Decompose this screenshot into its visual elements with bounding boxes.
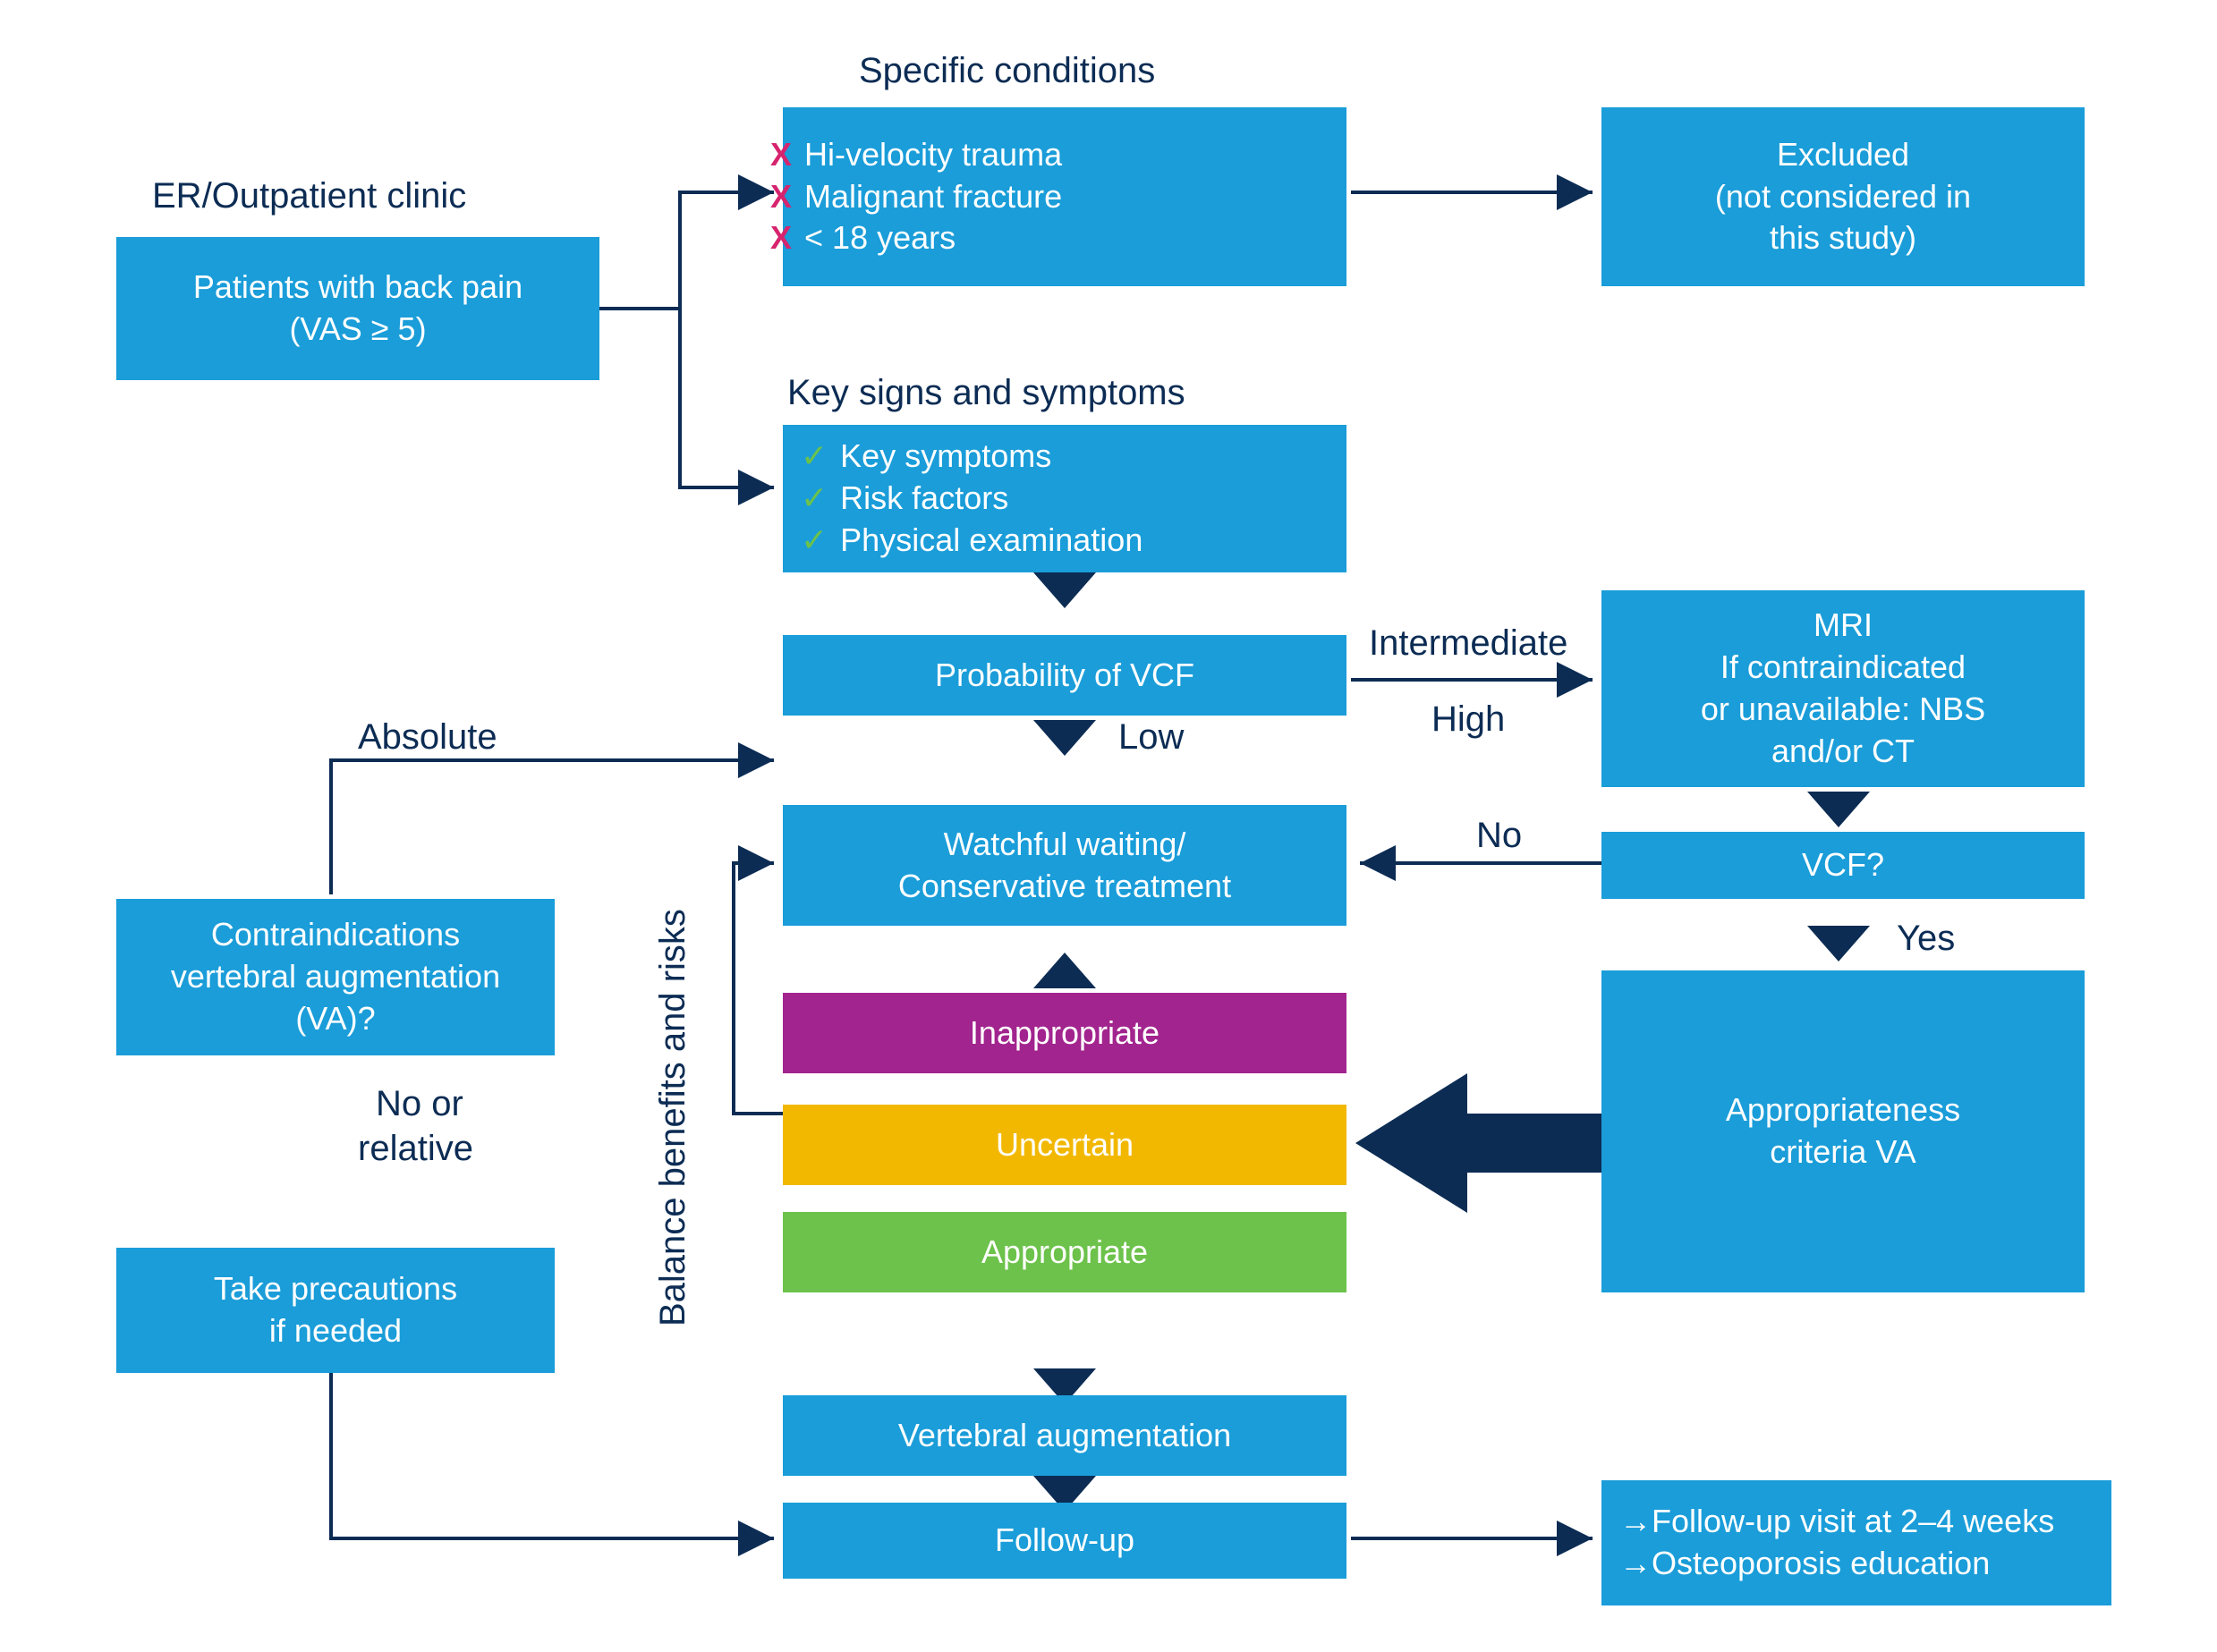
box-key-symptoms: ✓Key symptoms ✓Risk factors ✓Physical ex… xyxy=(783,425,1346,572)
label-specific-conditions: Specific conditions xyxy=(859,49,1155,92)
box-mri: MRI If contraindicated or unavailable: N… xyxy=(1601,590,2085,787)
label-absolute: Absolute xyxy=(358,716,497,758)
box-exclusions: XHi-velocity trauma XMalignant fracture … xyxy=(783,107,1346,286)
box-watchful: Watchful waiting/ Conservative treatment xyxy=(783,805,1346,926)
label-low: Low xyxy=(1118,716,1184,758)
label-no-relative-1: No or xyxy=(376,1082,463,1125)
box-appropriateness: Appropriateness criteria VA xyxy=(1601,970,2085,1292)
symptom-item: ✓Key symptoms xyxy=(801,436,1142,478)
symptom-item: ✓Physical examination xyxy=(801,520,1142,562)
label-no: No xyxy=(1476,814,1522,857)
label-intermediate: Intermediate xyxy=(1369,622,1567,665)
box-inappropriate: Inappropriate xyxy=(783,993,1346,1073)
label-er-outpatient: ER/Outpatient clinic xyxy=(152,174,466,217)
box-followup: Follow-up xyxy=(783,1503,1346,1579)
label-yes: Yes xyxy=(1897,917,1955,960)
box-vcf-question: VCF? xyxy=(1601,832,2085,899)
label-high: High xyxy=(1431,698,1505,741)
exclusion-item: X< 18 years xyxy=(801,217,1062,259)
label-no-relative-2: relative xyxy=(358,1127,473,1170)
box-patients: Patients with back pain (VAS ≥ 5) xyxy=(116,237,599,380)
box-precautions: Take precautions if needed xyxy=(116,1248,555,1373)
symptom-item: ✓Risk factors xyxy=(801,478,1142,520)
box-contraindications: Contraindications vertebral augmentation… xyxy=(116,899,555,1055)
exclusion-item: XMalignant fracture xyxy=(801,176,1062,218)
label-balance: Balance benefits and risks xyxy=(653,850,693,1386)
exclusion-item: XHi-velocity trauma xyxy=(801,134,1062,176)
box-probability: Probability of VCF xyxy=(783,635,1346,716)
box-followup-detail: →Follow-up visit at 2–4 weeks →Osteoporo… xyxy=(1601,1480,2111,1605)
box-vertebral-aug: Vertebral augmentation xyxy=(783,1395,1346,1476)
box-uncertain: Uncertain xyxy=(783,1105,1346,1185)
box-appropriate: Appropriate xyxy=(783,1212,1346,1292)
box-excluded: Excluded (not considered in this study) xyxy=(1601,107,2085,286)
label-key-signs: Key signs and symptoms xyxy=(787,371,1185,414)
